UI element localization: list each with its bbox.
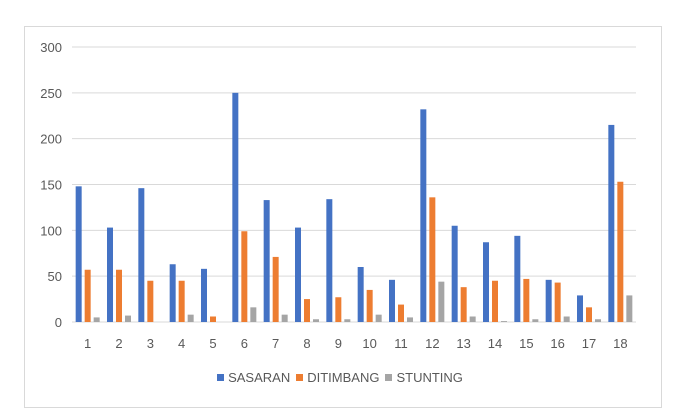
- bar-stunting: [532, 319, 539, 322]
- y-tick-label: 150: [40, 178, 62, 193]
- bar-sasaran: [420, 109, 427, 322]
- bar-stunting: [375, 314, 382, 322]
- x-tick-label: 13: [456, 336, 470, 351]
- legend-swatch-icon: [385, 374, 393, 381]
- y-tick-label: 250: [40, 86, 62, 101]
- y-tick-label: 200: [40, 132, 62, 147]
- x-tick-label: 7: [272, 336, 279, 351]
- x-tick-label: 18: [613, 336, 627, 351]
- y-tick-label: 100: [40, 223, 62, 238]
- bar-ditimbang: [617, 181, 624, 322]
- x-tick-label: 14: [488, 336, 502, 351]
- bar-ditimbang: [178, 280, 185, 322]
- bar-stunting: [626, 295, 633, 322]
- legend-label: SASARAN: [228, 370, 291, 385]
- x-tick-label: 3: [147, 336, 154, 351]
- bar-stunting: [407, 317, 413, 322]
- bar-stunting: [563, 316, 570, 322]
- chart-legend: SASARAN DITIMBANG STUNTING: [0, 370, 680, 385]
- x-tick-label: 2: [115, 336, 122, 351]
- legend-item-sasaran: SASARAN: [217, 370, 290, 385]
- bar-sasaran: [357, 267, 364, 322]
- legend-item-ditimbang: DITIMBANG: [296, 370, 379, 385]
- y-tick-label: 0: [55, 315, 62, 330]
- chart-frame: [24, 26, 662, 408]
- bar-sasaran: [389, 279, 395, 322]
- bar-ditimbang: [335, 297, 342, 322]
- bar-sasaran: [514, 235, 521, 322]
- bar-sasaran: [201, 268, 207, 322]
- x-tick-label: 15: [519, 336, 533, 351]
- bar-sasaran: [263, 200, 270, 322]
- bar-stunting: [187, 314, 194, 322]
- bar-stunting: [93, 317, 100, 322]
- bar-ditimbang: [147, 280, 154, 322]
- bar-sasaran: [326, 199, 333, 322]
- x-tick-label: 12: [425, 336, 439, 351]
- x-tick-label: 11: [394, 336, 408, 351]
- x-tick-label: 9: [335, 336, 342, 351]
- bar-stunting: [438, 281, 445, 322]
- bar-sasaran: [138, 188, 145, 322]
- bar-sasaran: [295, 227, 301, 322]
- x-tick-label: 16: [550, 336, 564, 351]
- bar-stunting: [469, 316, 476, 322]
- bar-sasaran: [169, 264, 176, 322]
- bar-ditimbang: [398, 304, 404, 322]
- bar-sasaran: [75, 186, 82, 322]
- bar-sasaran: [577, 295, 583, 322]
- bar-ditimbang: [429, 197, 436, 322]
- bar-stunting: [501, 321, 507, 322]
- bar-ditimbang: [304, 299, 310, 322]
- bar-sasaran: [545, 279, 552, 322]
- bar-stunting: [125, 315, 131, 322]
- bar-sasaran: [107, 227, 113, 322]
- bar-stunting: [344, 319, 351, 322]
- bar-stunting: [595, 319, 601, 322]
- bar-stunting: [250, 307, 257, 322]
- x-tick-label: 8: [303, 336, 310, 351]
- legend-label: DITIMBANG: [307, 370, 380, 385]
- y-tick-label: 50: [48, 269, 62, 284]
- x-tick-label: 17: [582, 336, 596, 351]
- bar-ditimbang: [460, 287, 467, 322]
- bar-ditimbang: [366, 289, 373, 322]
- legend-label: STUNTING: [396, 370, 463, 385]
- x-tick-label: 5: [209, 336, 216, 351]
- legend-swatch-icon: [296, 374, 304, 381]
- y-tick-label: 300: [40, 40, 62, 55]
- bar-stunting: [313, 319, 319, 322]
- legend-item-stunting: STUNTING: [385, 370, 463, 385]
- bar-ditimbang: [116, 269, 122, 322]
- x-tick-label: 10: [362, 336, 376, 351]
- bar-stunting: [281, 314, 288, 322]
- bar-ditimbang: [586, 307, 592, 322]
- bar-sasaran: [608, 124, 615, 323]
- bar-ditimbang: [523, 278, 530, 322]
- bar-sasaran: [232, 92, 239, 322]
- bar-ditimbang: [492, 280, 498, 322]
- bar-ditimbang: [241, 231, 248, 322]
- bar-ditimbang: [210, 316, 216, 322]
- bar-ditimbang: [554, 282, 561, 322]
- x-tick-label: 1: [84, 336, 91, 351]
- x-tick-label: 4: [178, 336, 185, 351]
- legend-swatch-icon: [217, 374, 225, 381]
- bar-sasaran: [451, 225, 458, 322]
- bar-ditimbang: [272, 256, 279, 322]
- x-tick-label: 6: [241, 336, 248, 351]
- bar-sasaran: [483, 242, 489, 322]
- bar-ditimbang: [84, 269, 91, 322]
